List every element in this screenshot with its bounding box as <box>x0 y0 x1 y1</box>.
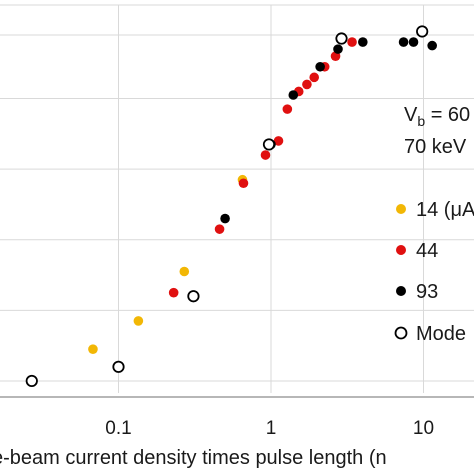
point-93-2 <box>288 90 299 100</box>
point-14a-2 <box>179 266 190 277</box>
x-tick-label-0: 0.1 <box>105 418 131 439</box>
data-points <box>25 25 437 388</box>
point-44-3 <box>260 150 271 160</box>
annotation-line-1: Vb = 60 <box>404 104 470 129</box>
point-44-0 <box>168 287 179 298</box>
legend-marker-2 <box>396 286 406 296</box>
legend-label-2: 93 <box>416 281 438 303</box>
point-44-11 <box>347 37 357 47</box>
x-axis-label: e-beam current density times pulse lengt… <box>0 447 387 469</box>
legend-label-0: 14 (μA <box>416 199 474 221</box>
point-44-5 <box>282 104 293 114</box>
point-mode-1 <box>112 360 125 373</box>
point-44-8 <box>309 72 320 83</box>
point-44-7 <box>302 79 312 90</box>
legend-marker-0 <box>396 204 406 214</box>
point-mode-5 <box>416 25 429 38</box>
point-93-4 <box>333 44 343 54</box>
x-tick-label-2: 10 <box>413 418 434 439</box>
point-93-8 <box>427 40 437 51</box>
point-mode-2 <box>187 290 200 303</box>
point-44-1 <box>214 224 225 234</box>
point-93-6 <box>398 37 409 47</box>
legend-label-3: Mode <box>416 323 466 345</box>
point-93-3 <box>315 61 325 72</box>
legend-marker-1 <box>396 245 406 255</box>
point-mode-3 <box>262 138 276 151</box>
point-93-0 <box>220 213 230 224</box>
point-93-5 <box>358 37 368 47</box>
point-14a-1 <box>133 316 144 326</box>
point-mode-0 <box>25 374 38 388</box>
annotation: Vb = 60 70 keV <box>404 104 470 158</box>
legend-marker-3 <box>394 326 408 340</box>
gridlines <box>0 4 474 393</box>
legend-label-1: 44 <box>416 240 438 262</box>
point-mode-4 <box>335 32 348 45</box>
legend: 14 (μA 44 93 Mode <box>394 199 474 345</box>
point-14a-0 <box>88 344 98 354</box>
annotation-line-2: 70 keV <box>404 136 467 158</box>
x-tick-labels: 0.1 1 10 <box>105 418 434 439</box>
x-tick-label-1: 1 <box>266 418 277 439</box>
point-44-4 <box>273 136 284 146</box>
point-44-2 <box>238 178 249 189</box>
point-93-7 <box>408 37 419 47</box>
